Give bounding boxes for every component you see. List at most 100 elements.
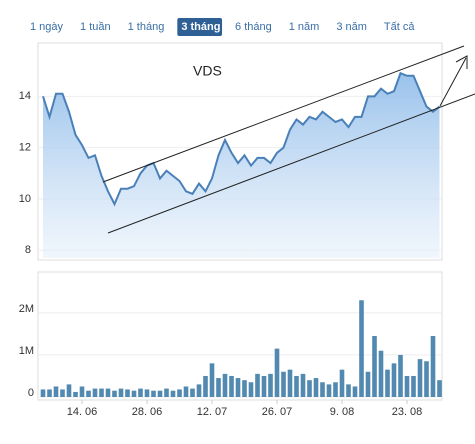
volume-bar (411, 375, 416, 397)
y-tick-label: 14 (19, 90, 31, 102)
volume-bar (73, 391, 78, 397)
x-tick-label: 9. 08 (330, 406, 354, 418)
volume-bar (222, 373, 228, 397)
volume-bar (391, 363, 397, 397)
y-tick-label: 1M (19, 345, 34, 357)
volume-bar (144, 389, 150, 397)
volume-bar (99, 388, 104, 397)
volume-bar (268, 373, 273, 397)
x-tick-label: 23. 08 (392, 406, 423, 418)
volume-bar (47, 389, 52, 397)
volume-bar (216, 378, 221, 397)
volume-bar (105, 388, 111, 397)
range-buttons: 1 ngày 1 tuần 1 tháng 3 tháng 6 tháng 1 năm 3 … (30, 18, 415, 36)
range-button[interactable]: Tất cả (384, 21, 415, 33)
volume-bar (404, 375, 410, 397)
volume-bar (339, 369, 345, 397)
volume-bar (60, 389, 65, 397)
y-tick-label: 8 (25, 244, 31, 256)
volume-bar (183, 386, 189, 397)
volume-bar (294, 375, 299, 397)
range-button[interactable]: 3 tháng (177, 18, 223, 36)
range-button-label[interactable]: 3 năm (336, 21, 367, 33)
volume-bar (112, 390, 117, 397)
volume-bar (424, 361, 429, 397)
range-button[interactable]: 1 năm (289, 21, 320, 33)
volume-bar (313, 378, 319, 397)
range-button-bg[interactable] (177, 18, 223, 36)
range-button[interactable]: 1 tuần (80, 21, 111, 33)
volume-bar (261, 375, 267, 397)
trend-line-upper (102, 45, 465, 183)
volume-bar (190, 388, 195, 397)
y-tick-label: 10 (19, 193, 31, 205)
price-line (42, 71, 441, 207)
volume-bar (326, 384, 332, 397)
volume-bar (157, 390, 163, 397)
volume-bar (281, 371, 286, 397)
volume-bar (131, 390, 137, 397)
volume-bar (79, 386, 85, 397)
ticker-label: VDS (193, 63, 222, 79)
x-tick-label: 12. 07 (197, 406, 228, 418)
range-button[interactable]: 1 tháng (128, 21, 165, 33)
trend-line-lower (107, 93, 475, 234)
volume-bar (164, 388, 169, 397)
volume-bar (92, 388, 98, 397)
volume-bar (138, 388, 143, 397)
volume-bar (430, 336, 436, 397)
range-button-label[interactable]: 6 tháng (235, 21, 272, 33)
volume-bar (365, 371, 371, 397)
volume-bar (385, 369, 390, 397)
range-button[interactable]: 3 năm (336, 21, 367, 33)
y-tick-label: 2M (19, 303, 34, 315)
volume-bar (125, 389, 130, 397)
volume-panel (37, 271, 443, 401)
volume-bar (118, 388, 124, 397)
trend-arrow (439, 55, 468, 107)
range-button-label[interactable]: 1 tháng (128, 21, 165, 33)
volume-bar (209, 363, 215, 397)
volume-bar (66, 384, 72, 397)
y-tick-label: 12 (19, 142, 31, 154)
volume-bar (398, 354, 403, 397)
range-button-label[interactable]: Tất cả (384, 21, 415, 33)
x-tick-label: 28. 06 (132, 406, 163, 418)
volume-bar (352, 386, 358, 397)
volume-bar (307, 380, 312, 397)
range-button[interactable]: 1 ngày (30, 21, 64, 33)
x-tick-label: 14. 06 (67, 406, 98, 418)
volume-bar (86, 390, 91, 397)
volume-bar (177, 389, 182, 397)
volume-bar (40, 389, 46, 397)
volume-bar (255, 373, 260, 397)
range-button-label[interactable]: 1 ngày (30, 21, 64, 33)
volume-bar (203, 375, 208, 397)
x-tick-label: 26. 07 (262, 406, 293, 418)
volume-bar (196, 384, 202, 397)
volume-bar (53, 386, 59, 397)
volume-bar (417, 359, 423, 397)
volume-bar (372, 336, 377, 397)
volume-bar (229, 375, 234, 397)
y-tick-label: 0 (28, 387, 34, 399)
range-button-label[interactable]: 3 tháng (181, 21, 220, 33)
volume-bar (346, 384, 351, 397)
volume-bar (359, 300, 364, 397)
volume-chart: 0 1M 2M 14. 06 28. 06 12. 07 26. 07 9. 08 23. 08 (19, 300, 442, 418)
volume-bar (378, 350, 384, 397)
range-button[interactable]: 6 tháng (235, 21, 272, 33)
volume-bar (287, 369, 293, 397)
price-panel (37, 42, 443, 261)
volume-bar (333, 382, 338, 397)
range-button-label[interactable]: 1 tuần (80, 21, 111, 33)
range-button-label[interactable]: 1 năm (289, 21, 320, 33)
volume-bar (437, 380, 442, 397)
volume-bar (274, 348, 280, 397)
volume-bar (170, 390, 176, 397)
price-chart: 8 10 12 14 (19, 71, 442, 258)
volume-bar (235, 378, 241, 397)
volume-bar (300, 373, 306, 397)
volume-bar (248, 382, 254, 397)
